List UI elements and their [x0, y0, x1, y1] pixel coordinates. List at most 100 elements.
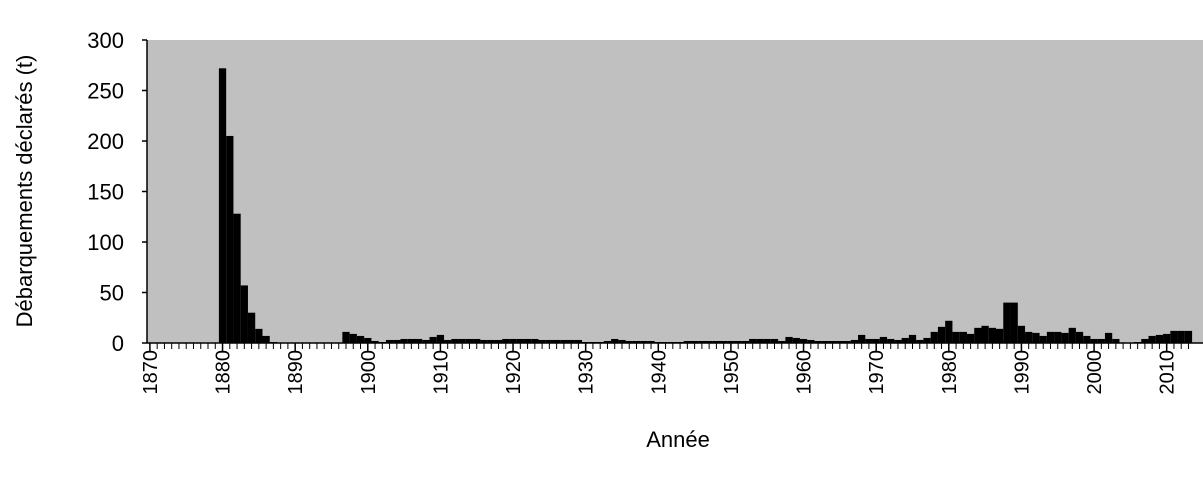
bar	[545, 339, 553, 343]
x-tick-label: 2010	[1157, 350, 1179, 395]
bar	[400, 338, 408, 343]
bar	[1032, 332, 1040, 343]
bar	[814, 340, 822, 343]
x-tick-label: 1900	[358, 350, 380, 395]
bar	[364, 337, 372, 343]
bar	[371, 340, 379, 343]
bar	[509, 338, 517, 343]
bar	[640, 340, 648, 343]
bar	[828, 340, 837, 343]
bar	[1112, 338, 1120, 343]
x-tick-label: 1870	[140, 350, 162, 395]
bar	[741, 340, 750, 343]
bar	[908, 334, 917, 343]
bar	[538, 339, 546, 343]
bar	[618, 339, 626, 343]
y-tick-label: 50	[100, 281, 124, 306]
bar	[531, 338, 539, 343]
bar	[1061, 332, 1069, 343]
bar	[683, 340, 691, 343]
bar	[429, 336, 437, 343]
bar	[247, 312, 256, 343]
bar	[1141, 338, 1149, 343]
y-tick-label: 300	[87, 28, 124, 53]
bar	[407, 338, 415, 343]
bar	[836, 340, 844, 343]
x-tick-label: 1930	[576, 350, 598, 395]
bar	[393, 339, 401, 343]
y-tick-label: 150	[87, 180, 124, 205]
bar	[821, 340, 829, 343]
bar	[959, 331, 967, 343]
bar	[647, 340, 655, 343]
bar	[465, 338, 474, 343]
y-tick-label: 200	[87, 129, 124, 154]
bar	[872, 338, 880, 343]
bar	[414, 338, 423, 343]
bar	[879, 336, 888, 343]
x-tick-label: 1880	[213, 350, 235, 395]
y-tick-label: 250	[87, 79, 124, 104]
bar	[1068, 327, 1076, 343]
bar	[218, 68, 227, 343]
x-tick-label: 2000	[1084, 350, 1106, 395]
bar	[451, 338, 459, 343]
bar	[966, 333, 975, 343]
x-tick-label: 1980	[939, 350, 961, 395]
bar	[516, 338, 524, 343]
plot-area	[147, 40, 1203, 343]
bar	[502, 338, 510, 343]
bar	[1090, 338, 1098, 343]
bar	[487, 339, 495, 343]
bar	[901, 337, 909, 343]
bar	[385, 339, 394, 343]
bar	[422, 339, 430, 343]
bar	[349, 333, 357, 343]
bar	[436, 334, 445, 343]
bar	[1003, 302, 1011, 343]
bar	[233, 213, 241, 343]
bar	[850, 339, 859, 343]
bar	[785, 336, 793, 343]
bar	[356, 335, 365, 343]
bar	[945, 320, 953, 343]
bar	[458, 338, 466, 343]
bar	[1097, 338, 1105, 343]
bar	[444, 339, 452, 343]
bar	[720, 340, 728, 343]
bar	[1025, 331, 1033, 343]
bar	[952, 331, 960, 343]
bar	[865, 338, 873, 343]
bar	[807, 339, 815, 343]
bar	[923, 337, 931, 343]
x-tick-label: 1950	[721, 350, 743, 395]
bar	[705, 340, 713, 343]
bar	[1075, 331, 1084, 343]
bar	[625, 340, 633, 343]
bar	[887, 338, 895, 343]
bar	[930, 331, 938, 343]
x-tick-label: 1960	[794, 350, 816, 395]
bar	[560, 339, 568, 343]
bar	[894, 339, 902, 343]
bar	[734, 340, 742, 343]
bar	[255, 328, 263, 343]
bar	[1046, 331, 1055, 343]
x-tick-label: 1940	[648, 350, 670, 395]
bar	[727, 340, 735, 343]
y-tick-label: 100	[87, 230, 124, 255]
bar	[770, 338, 779, 343]
x-tick-label: 1920	[503, 350, 525, 395]
bar	[480, 339, 488, 343]
bar	[778, 340, 786, 343]
x-axis-title: Année	[646, 427, 710, 452]
bar	[996, 328, 1004, 343]
bar	[552, 339, 561, 343]
bar	[858, 334, 866, 343]
bar	[1177, 330, 1185, 343]
bar	[611, 338, 619, 343]
x-tick-label: 1890	[285, 350, 307, 395]
bar	[1017, 325, 1026, 343]
bar	[988, 327, 997, 343]
